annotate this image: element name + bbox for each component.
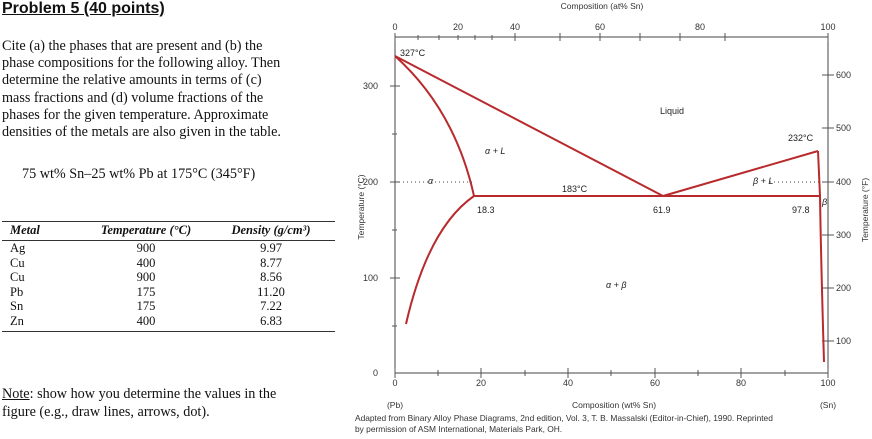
pb-melting-point-label: 327°C: [400, 48, 426, 58]
left-tick-label: 100: [363, 273, 378, 283]
note-line: figure (e.g., draw lines, arrows, dot).: [2, 404, 210, 420]
cell-temperature: 175: [136, 284, 156, 299]
note-text: : show how you determine the values in t…: [29, 386, 277, 402]
cell-temperature: 175: [136, 299, 156, 314]
cell-metal: Zn: [2, 313, 85, 332]
plot-frame: [394, 36, 829, 374]
density-table: Metal Temperature (°C) Density (g/cm³) A…: [2, 221, 335, 332]
bottom-tick-label: 60: [650, 378, 660, 388]
table-row: Sn 175 7.22: [2, 299, 335, 314]
cell-metal: Ag: [10, 241, 26, 255]
top-tick-label: 60: [595, 22, 605, 32]
sn-label: (Sn): [820, 400, 836, 410]
solidus-beta: [817, 150, 821, 197]
top-axis-title: Composition (at% Sn): [561, 1, 644, 11]
top-tick-label: 20: [453, 22, 463, 32]
solidus-alpha: [394, 55, 475, 197]
right-tick-label: 100: [836, 336, 851, 346]
sn-melting-point-label: 232°C: [788, 133, 814, 143]
left-tick-label: 0: [373, 368, 378, 378]
right-tick-label: 600: [836, 70, 851, 80]
figure-caption: by permission of ASM International, Mate…: [355, 424, 562, 434]
cell-density: 6.83: [207, 313, 335, 332]
cell-metal: Sn: [10, 299, 24, 314]
left-tick-label: 200: [363, 177, 378, 187]
right-tick-label: 200: [836, 283, 851, 293]
top-axis-ticks: [394, 33, 829, 41]
table-row: Cu 900 8.56: [2, 270, 335, 285]
right-axis-title: Temperature (°F): [860, 178, 870, 243]
header-density: Density (g/cm³): [207, 221, 335, 241]
right-tick-label: 400: [836, 177, 851, 187]
alpha-region-label: α: [428, 176, 434, 186]
cell-density: 8.77: [260, 255, 282, 270]
paragraph-line: densities of the metals are also given i…: [2, 124, 281, 141]
pb-label: (Pb): [387, 400, 403, 410]
bottom-tick-label: 20: [476, 378, 486, 388]
beta-region-label: β: [821, 197, 827, 207]
bottom-tick-label: 100: [820, 378, 835, 388]
alpha-composition-label: 18.3: [477, 205, 495, 215]
header-metal: Metal: [2, 221, 85, 241]
paragraph-line: Cite (a) the phases that are present and…: [2, 38, 263, 54]
cell-temperature: 400: [85, 313, 207, 332]
cell-temperature: 900: [136, 241, 156, 255]
cell-metal: Cu: [10, 270, 25, 285]
solvus-beta: [819, 195, 825, 363]
top-tick-label: 100: [820, 22, 835, 32]
table-row: Ag 900 9.97: [2, 241, 335, 256]
note-line: Note: show how you determine the values …: [2, 385, 337, 403]
alpha-plus-liquid-label: α + L: [485, 146, 505, 156]
figure-caption: Adapted from Binary Alloy Phase Diagrams…: [355, 413, 773, 423]
problem-paragraph: Cite (a) the phases that are present and…: [2, 38, 337, 141]
cell-density: 11.20: [257, 284, 285, 299]
top-tick-label: 40: [510, 22, 520, 32]
note: Note: show how you determine the values …: [2, 385, 337, 421]
paragraph-line: mass fractions and (d) volume fractions …: [2, 89, 264, 106]
cell-temperature: 400: [136, 255, 156, 270]
eutectic-temperature-label: 183°C: [562, 184, 588, 194]
liquidus-left: [394, 55, 664, 197]
right-tick-label: 500: [836, 123, 851, 133]
cell-metal: Pb: [10, 284, 24, 299]
bottom-tick-label: 80: [736, 378, 746, 388]
table-row: Zn 400 6.83: [2, 313, 335, 332]
left-axis-title: Temperature (°C): [356, 174, 366, 239]
liquidus-right: [662, 150, 819, 197]
cell-metal: Cu: [10, 255, 25, 270]
alloy-composition: 75 wt% Sn–25 wt% Pb at 175°C (345°F): [22, 166, 256, 182]
phase-diagram: Composition (at% Sn) 0 20 40 60 80 100 3…: [355, 1, 870, 434]
table-header-row: Metal Temperature (°C) Density (g/cm³): [2, 221, 335, 241]
bottom-axis-ticks: [394, 368, 829, 378]
left-tick-label: 300: [363, 81, 378, 91]
beta-plus-liquid-label: β + L: [752, 176, 773, 186]
paragraph-line: phases for the given temperature. Approx…: [2, 106, 269, 123]
bottom-tick-label: 0: [392, 378, 397, 388]
cell-density: 8.56: [260, 270, 282, 285]
top-tick-label: 0: [392, 22, 397, 32]
left-axis-ticks: [390, 85, 400, 327]
header-temperature: Temperature (°C): [85, 221, 207, 241]
paragraph-line: determine the relative amounts in terms …: [2, 72, 262, 89]
phase-boundaries: [394, 55, 825, 363]
bottom-tick-label: 40: [563, 378, 573, 388]
table-row: Pb 175 11.20: [2, 285, 335, 300]
eutectic-composition-label: 61.9: [653, 205, 671, 215]
beta-composition-label: 97.8: [792, 205, 810, 215]
cell-density: 9.97: [260, 241, 282, 255]
top-tick-label: 80: [695, 22, 705, 32]
paragraph-line: phase compositions for the following all…: [2, 55, 281, 72]
right-tick-label: 300: [836, 230, 851, 240]
note-label: Note: [2, 386, 30, 402]
solvus-alpha: [405, 195, 475, 325]
cell-temperature: 900: [136, 270, 156, 285]
problem-title: Problem 5 (40 points): [2, 0, 165, 17]
table-row: Cu 400 8.77: [2, 256, 335, 271]
bottom-axis-title: Composition (wt% Sn): [572, 400, 656, 410]
alpha-plus-beta-label: α + β: [606, 280, 627, 290]
cell-density: 7.22: [260, 299, 282, 314]
liquid-label: Liquid: [660, 106, 684, 116]
